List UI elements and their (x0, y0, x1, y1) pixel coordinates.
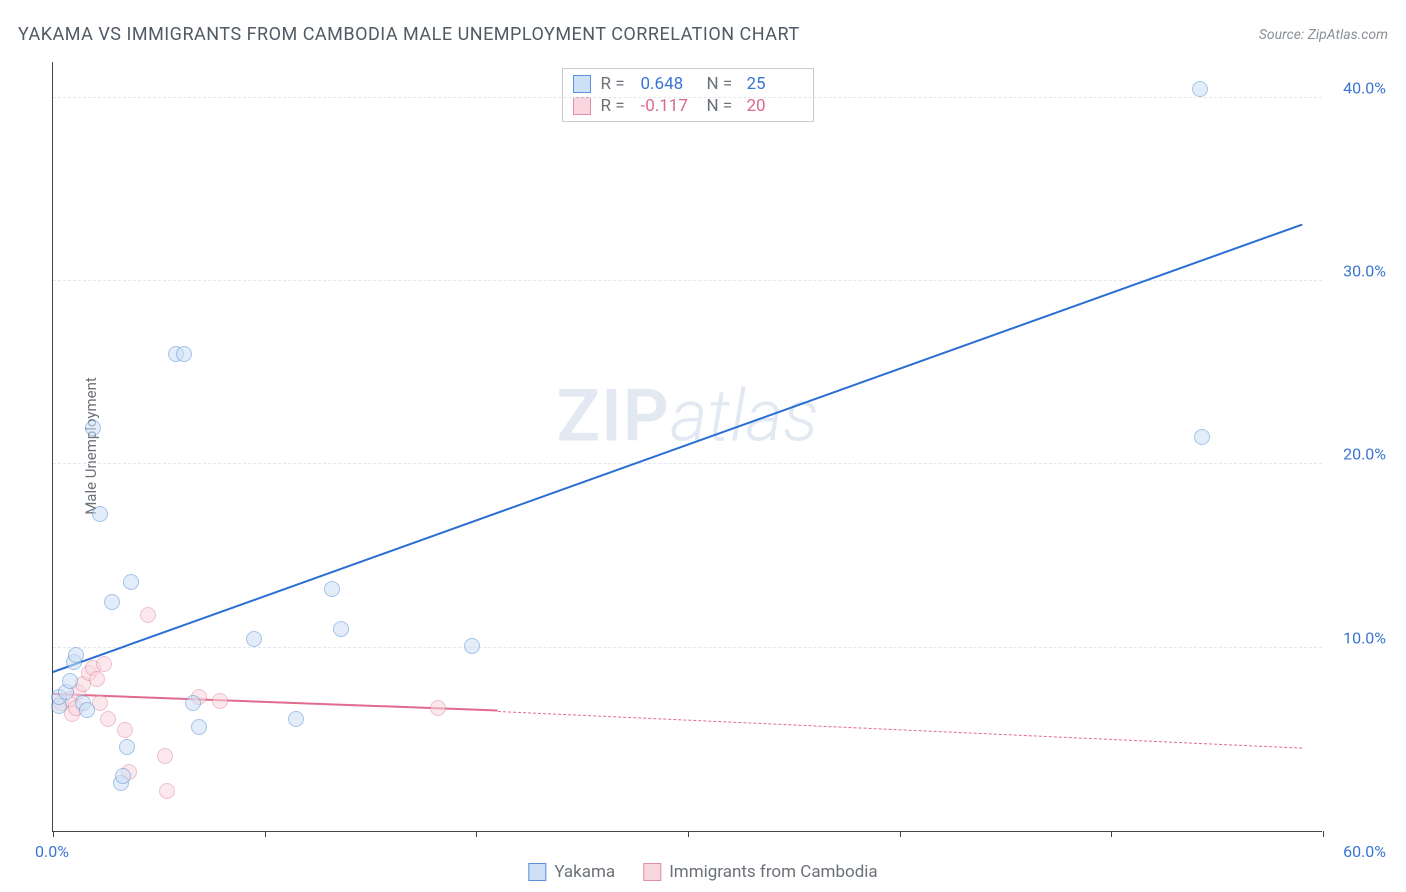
r-value-b: -0.117 (641, 96, 697, 116)
x-tick (265, 831, 266, 837)
y-tick-label: 20.0% (1343, 445, 1386, 464)
x-tick (476, 831, 477, 837)
trend-line (53, 224, 1303, 673)
r-label: R = (601, 74, 631, 94)
n-value-a: 25 (747, 74, 803, 94)
chart-header: YAKAMA VS IMMIGRANTS FROM CAMBODIA MALE … (18, 24, 1388, 45)
point-series-b (89, 671, 105, 687)
point-series-b (96, 656, 112, 672)
point-series-a (123, 574, 139, 590)
point-series-a (115, 768, 131, 784)
chart-title: YAKAMA VS IMMIGRANTS FROM CAMBODIA MALE … (18, 24, 800, 45)
x-tick (1323, 831, 1324, 837)
point-series-a (1194, 429, 1210, 445)
y-tick-label: 10.0% (1343, 628, 1386, 647)
point-series-a (68, 647, 84, 663)
point-series-a (62, 673, 78, 689)
gridline (53, 647, 1322, 648)
point-series-a (246, 631, 262, 647)
trend-line (497, 711, 1301, 749)
series-legend: Yakama Immigrants from Cambodia (528, 862, 877, 882)
watermark-zip: ZIP (557, 373, 670, 458)
x-tick (53, 831, 54, 837)
correlation-legend: R = 0.648 N = 25 R = -0.117 N = 20 (562, 68, 814, 122)
x-tick-label: 60.0% (1343, 842, 1386, 861)
point-series-b (117, 722, 133, 738)
source-attribution: Source: ZipAtlas.com (1259, 27, 1388, 43)
swatch-series-b (643, 863, 661, 881)
point-series-b (430, 700, 446, 716)
point-series-a (185, 695, 201, 711)
point-series-a (333, 621, 349, 637)
n-value-b: 20 (747, 96, 803, 116)
swatch-series-b (573, 97, 591, 115)
legend-label-b: Immigrants from Cambodia (669, 862, 878, 882)
legend-row-a: R = 0.648 N = 25 (573, 73, 803, 95)
legend-row-b: R = -0.117 N = 20 (573, 95, 803, 117)
point-series-a (85, 420, 101, 436)
swatch-series-a (528, 863, 546, 881)
x-tick (688, 831, 689, 837)
plot-area: ZIPatlas R = 0.648 N = 25 R = -0.117 N =… (52, 62, 1322, 832)
legend-label-a: Yakama (554, 862, 615, 882)
n-label: N = (707, 74, 737, 94)
legend-item-b: Immigrants from Cambodia (643, 862, 878, 882)
gridline (53, 280, 1322, 281)
point-series-a (79, 702, 95, 718)
gridline (53, 463, 1322, 464)
n-label: N = (707, 96, 737, 116)
x-tick (900, 831, 901, 837)
watermark-atlas: atlas (670, 373, 818, 458)
point-series-a (176, 346, 192, 362)
r-value-a: 0.648 (641, 74, 697, 94)
y-tick-label: 40.0% (1343, 78, 1386, 97)
r-label: R = (601, 96, 631, 116)
point-series-a (104, 594, 120, 610)
point-series-a (92, 506, 108, 522)
point-series-a (191, 719, 207, 735)
swatch-series-a (573, 75, 591, 93)
y-tick-label: 30.0% (1343, 262, 1386, 281)
point-series-b (157, 748, 173, 764)
point-series-a (119, 739, 135, 755)
x-tick (1111, 831, 1112, 837)
point-series-b (159, 783, 175, 799)
point-series-a (324, 581, 340, 597)
point-series-b (212, 693, 228, 709)
point-series-b (140, 607, 156, 623)
x-tick-label: 0.0% (35, 842, 69, 861)
point-series-a (1192, 81, 1208, 97)
legend-item-a: Yakama (528, 862, 615, 882)
point-series-a (288, 711, 304, 727)
point-series-a (464, 638, 480, 654)
point-series-b (100, 711, 116, 727)
